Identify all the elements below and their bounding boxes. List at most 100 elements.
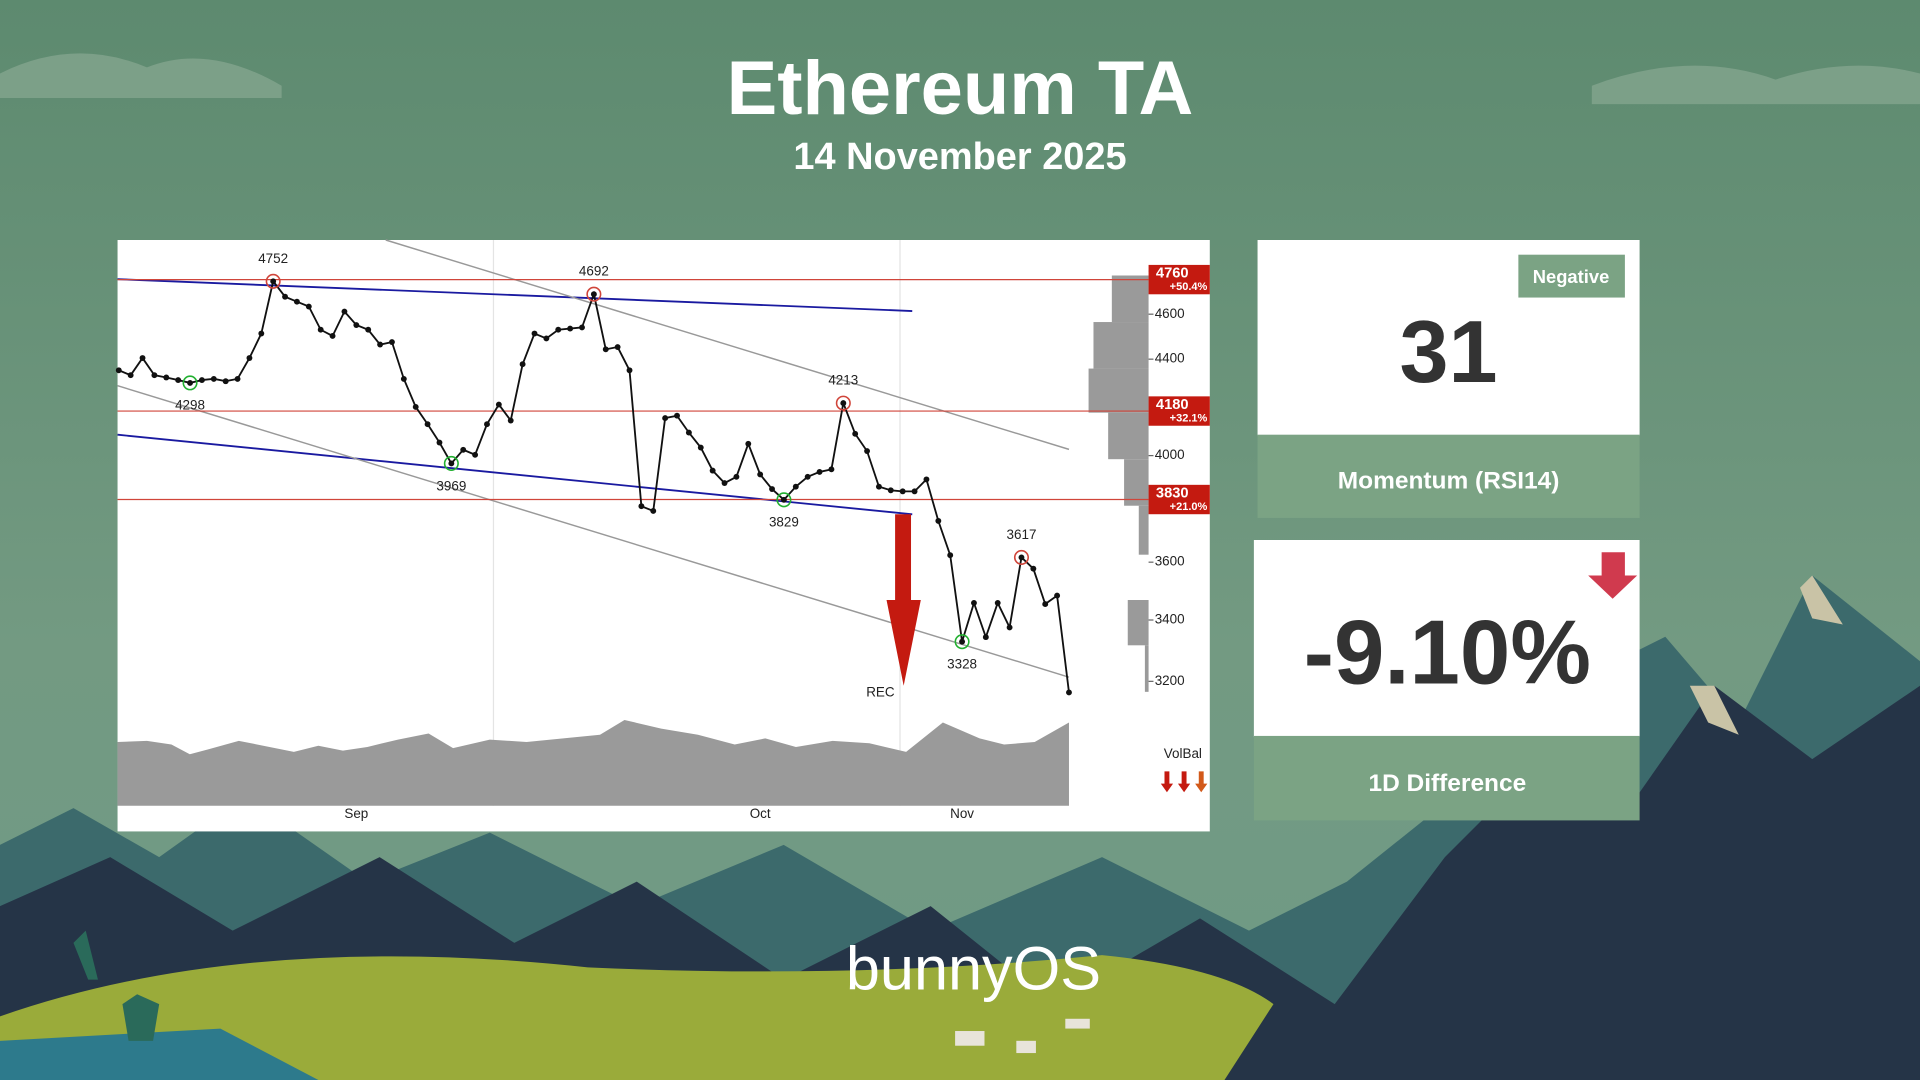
price-point	[1006, 624, 1013, 631]
badge-text: Negative	[1533, 266, 1610, 287]
price-point	[674, 412, 680, 419]
y-tick-label: 4000	[1155, 447, 1185, 462]
level-change: +50.4%	[1170, 281, 1208, 293]
price-point	[602, 346, 609, 353]
price-point	[389, 339, 395, 346]
rec-arrow	[886, 514, 921, 686]
price-point	[864, 448, 870, 454]
card-label: Momentum (RSI14)	[1338, 468, 1560, 495]
price-point	[685, 429, 692, 436]
price-point	[769, 486, 775, 492]
price-point	[709, 467, 716, 474]
card-label: 1D Difference	[1368, 770, 1526, 797]
price-point	[519, 361, 526, 368]
price-point	[210, 375, 217, 382]
price-point	[115, 367, 122, 374]
price-point	[982, 634, 989, 641]
momentum-card: Negative 31 Momentum (RSI14)	[1257, 240, 1640, 518]
price-point	[222, 378, 229, 385]
price-point	[305, 303, 312, 310]
price-point	[1066, 689, 1072, 696]
price-point	[531, 330, 538, 337]
price-point	[697, 444, 704, 451]
x-tick-label: Oct	[750, 806, 771, 821]
trough-label: 3328	[947, 656, 977, 671]
volume-profile	[1088, 275, 1149, 692]
price-point	[234, 375, 241, 382]
price-point	[1018, 554, 1025, 561]
price-point	[745, 440, 752, 447]
price-point	[792, 483, 799, 490]
price-point	[282, 293, 288, 300]
volume-area	[117, 720, 1069, 806]
level-label: 4180	[1156, 397, 1189, 413]
price-point	[151, 372, 158, 379]
price-point	[472, 451, 479, 458]
price-point	[1054, 592, 1061, 599]
price-point	[579, 324, 585, 331]
price-point	[246, 355, 253, 361]
price-point	[780, 496, 787, 503]
price-point	[935, 517, 942, 524]
price-point	[638, 503, 645, 510]
price-point	[923, 476, 930, 483]
peak-label: 3617	[1007, 527, 1037, 542]
price-point	[947, 552, 954, 559]
level-box	[1148, 484, 1210, 515]
price-point	[567, 325, 574, 332]
trough-marker	[776, 492, 792, 508]
price-point	[852, 430, 859, 437]
price-point	[828, 466, 835, 473]
price-point	[733, 473, 740, 480]
trough-marker	[182, 375, 198, 391]
trough-label: 4298	[175, 398, 205, 413]
trough-marker	[443, 455, 459, 471]
level-box	[1148, 396, 1210, 426]
price-point	[187, 379, 193, 386]
price-point	[816, 468, 823, 475]
y-tick-label: 3600	[1155, 554, 1185, 569]
price-point	[400, 375, 407, 382]
price-point	[899, 488, 906, 495]
price-point	[959, 638, 966, 645]
price-point	[353, 322, 360, 328]
y-tick-label: 3400	[1155, 612, 1185, 627]
price-point	[555, 326, 562, 333]
price-point	[484, 421, 490, 428]
difference-card: -9.10% 1D Difference	[1253, 540, 1640, 821]
trough-label: 3969	[436, 478, 466, 493]
trough-marker	[954, 634, 970, 650]
peak-marker	[586, 286, 602, 302]
price-point	[460, 446, 467, 453]
level-change: +32.1%	[1170, 412, 1208, 424]
price-point	[139, 355, 146, 361]
level-label: 4760	[1156, 265, 1189, 281]
price-point	[1030, 565, 1037, 572]
price-point	[198, 377, 205, 384]
peak-marker	[835, 395, 851, 411]
price-point	[650, 508, 657, 514]
price-point	[436, 439, 443, 446]
price-point	[543, 335, 550, 342]
x-tick-label: Nov	[950, 806, 974, 821]
trough-label: 3829	[769, 515, 799, 530]
price-point	[127, 372, 134, 379]
x-tick-label: Sep	[344, 806, 368, 821]
peak-label: 4213	[828, 373, 858, 388]
annotation: REC	[866, 685, 895, 700]
y-tick-label: 4400	[1155, 351, 1185, 366]
price-point	[365, 326, 372, 333]
price-point	[721, 480, 728, 486]
price-point	[258, 330, 265, 337]
peak-label: 4752	[258, 251, 288, 266]
price-point	[341, 308, 348, 315]
price-point	[495, 401, 502, 408]
price-point	[887, 487, 894, 494]
price-point	[626, 367, 633, 374]
level-label: 3830	[1156, 485, 1189, 501]
price-point	[270, 278, 277, 285]
price-point	[424, 421, 431, 428]
price-point	[329, 333, 336, 339]
brand: bunnyOS	[846, 934, 1101, 1002]
